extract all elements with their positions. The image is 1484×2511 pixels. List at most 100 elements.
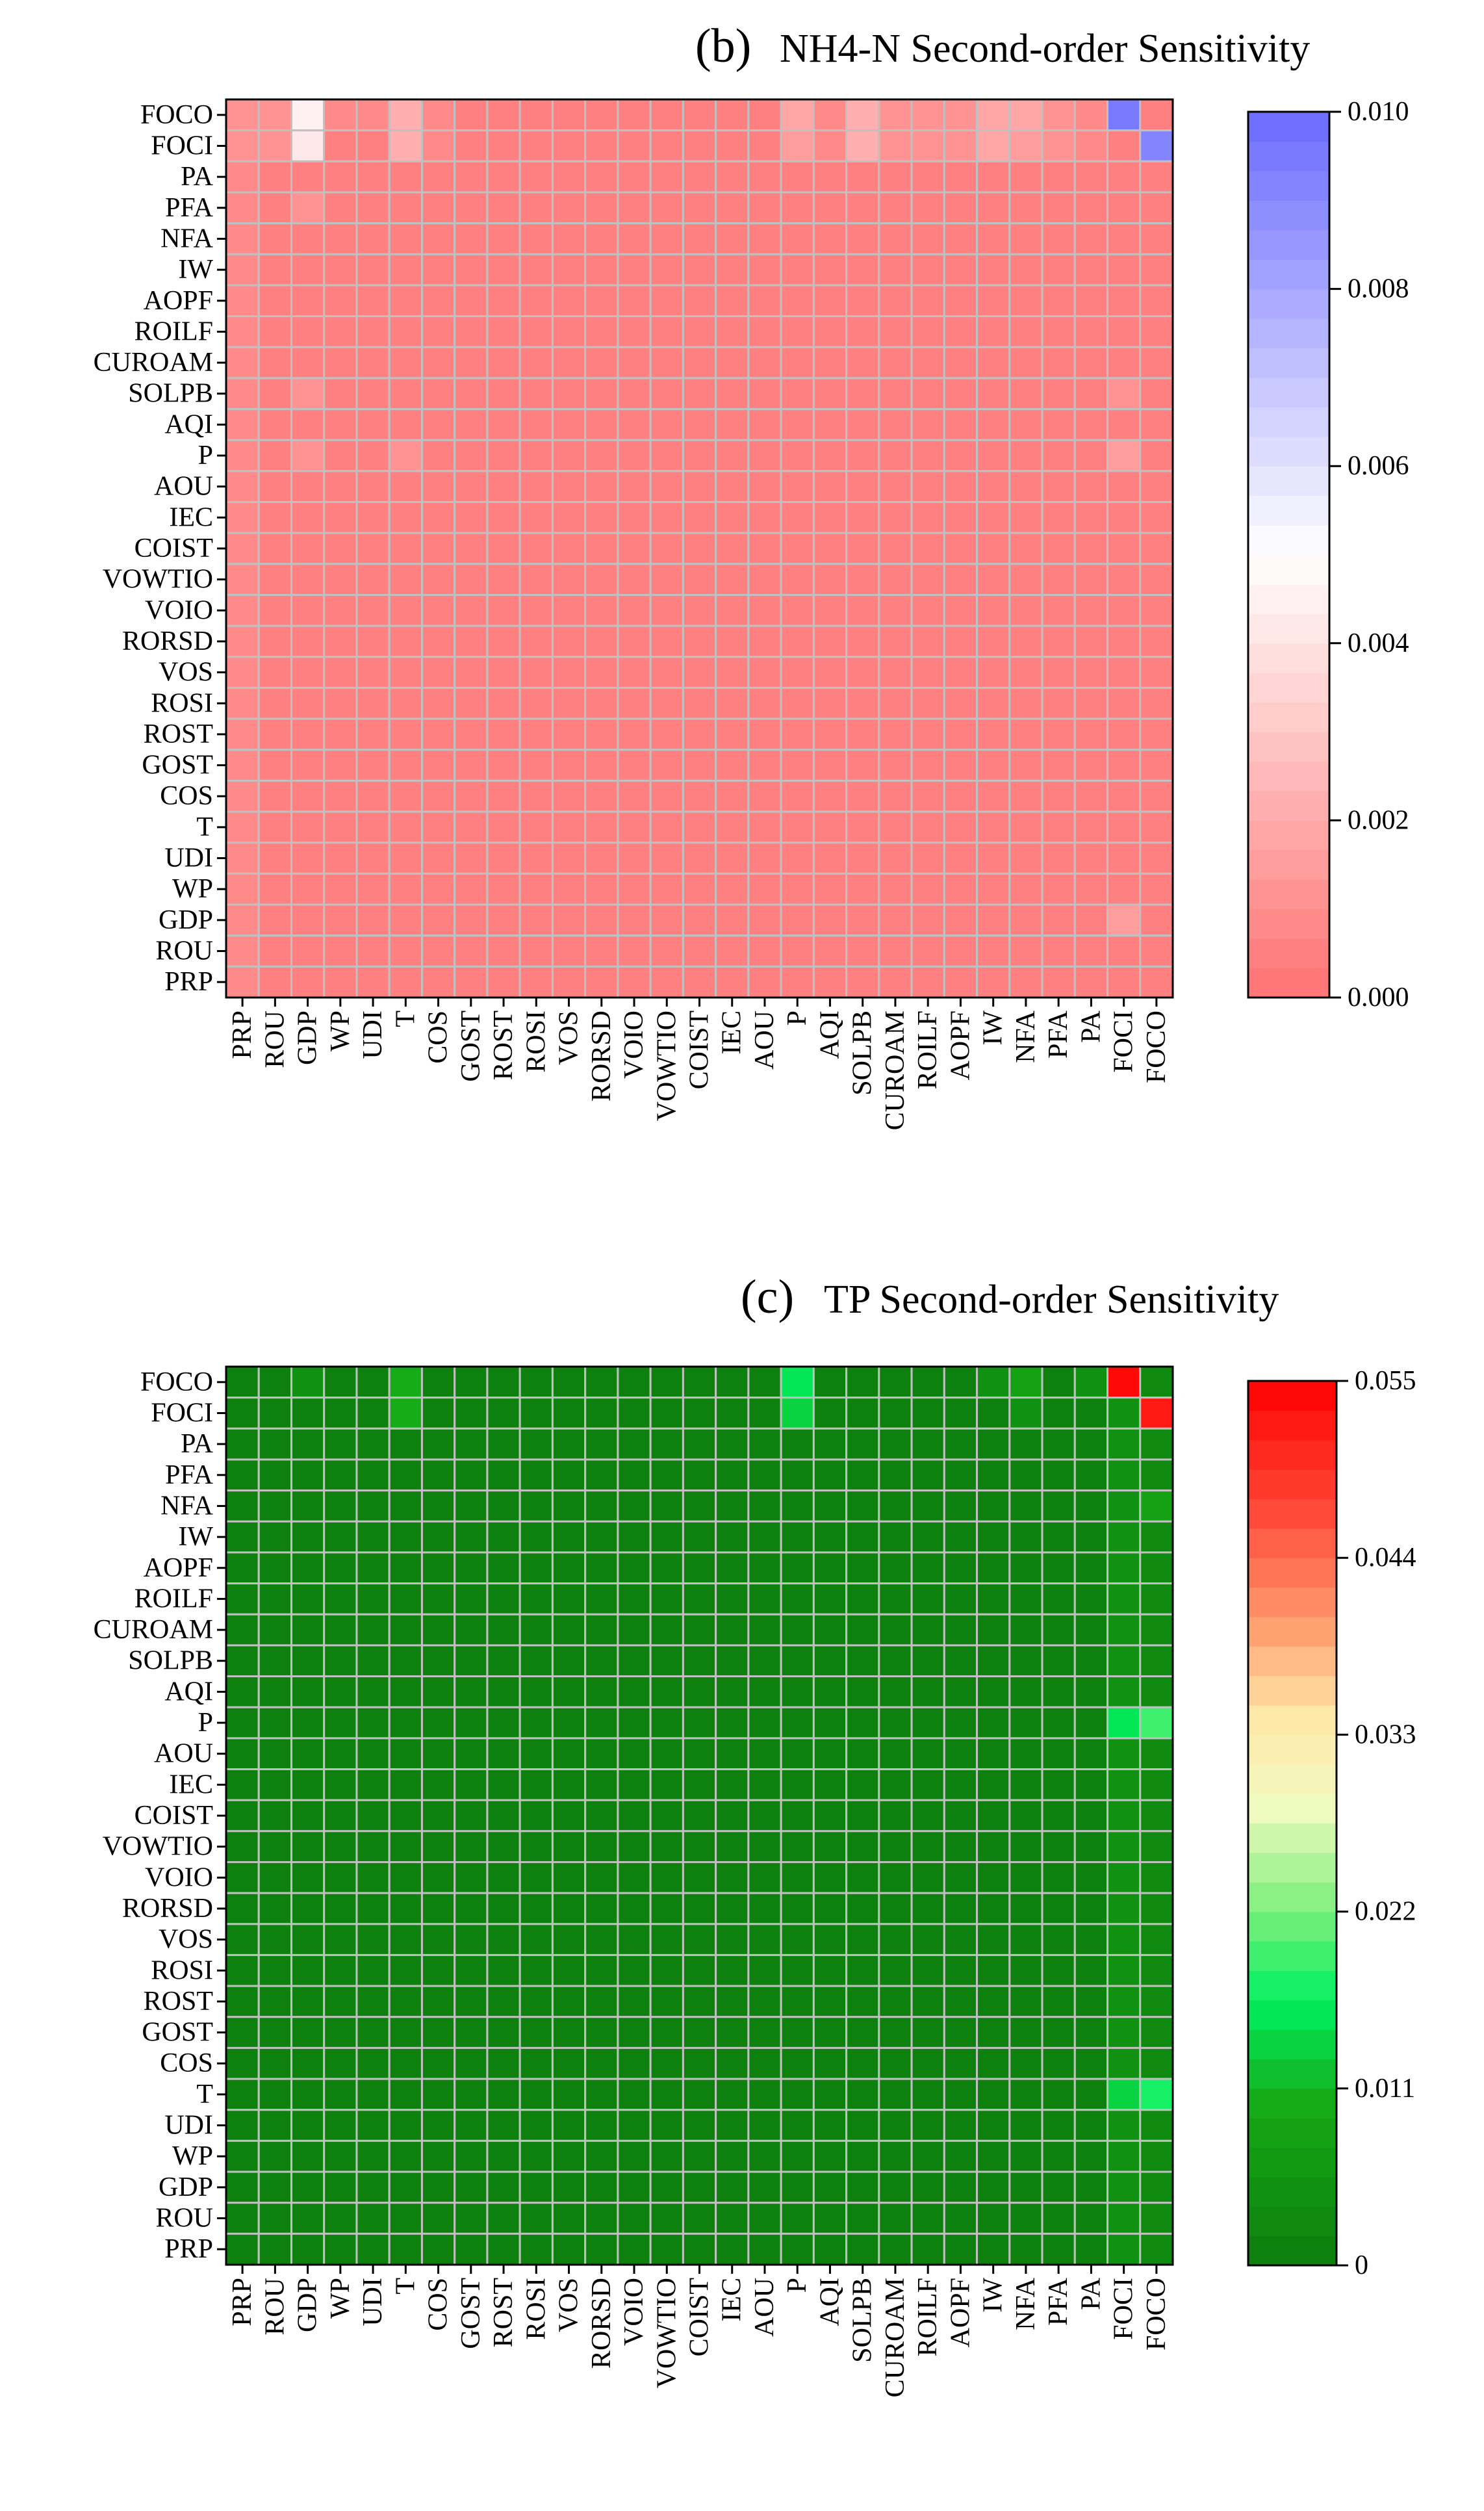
- heatmap-cell: [976, 625, 1011, 658]
- heatmap-cell: [747, 1644, 782, 1678]
- heatmap-cell: [649, 532, 684, 565]
- heatmap-cell: [290, 315, 326, 348]
- heatmap-cell: [943, 284, 979, 318]
- heatmap-cell: [1041, 1397, 1076, 1430]
- colorbar-band: [1248, 732, 1329, 762]
- heatmap-cell: [420, 253, 456, 287]
- y-tick-label: IW: [178, 255, 213, 285]
- heatmap-cell: [420, 2109, 456, 2142]
- heatmap-cell: [1073, 2232, 1109, 2266]
- heatmap-cell: [1073, 1768, 1109, 1801]
- x-tick-label: P: [782, 1011, 812, 1025]
- heatmap-cell: [747, 2078, 782, 2111]
- heatmap-cell: [943, 1582, 979, 1616]
- heatmap-cell: [518, 2078, 554, 2111]
- heatmap-cell: [1073, 222, 1109, 255]
- heatmap-cell: [617, 1365, 652, 1399]
- heatmap-cell: [617, 160, 652, 194]
- heatmap-cell: [780, 2202, 815, 2235]
- heatmap-cell: [976, 2232, 1011, 2266]
- heatmap-cell: [910, 810, 945, 844]
- heatmap-cell: [812, 1706, 848, 1740]
- heatmap-cell: [454, 191, 489, 225]
- heatmap-cell: [1107, 1892, 1142, 1925]
- y-tick-label: FOCO: [140, 1367, 213, 1397]
- y-tick-label: P: [198, 441, 213, 470]
- heatmap-cell: [747, 470, 782, 504]
- heatmap-cell: [388, 2016, 423, 2049]
- heatmap-cell: [1073, 1892, 1109, 1925]
- heatmap-cell: [878, 842, 913, 875]
- heatmap-cell: [420, 1737, 456, 1771]
- heatmap-cell: [1041, 2170, 1076, 2204]
- heatmap-cell: [388, 160, 423, 194]
- heatmap-cell: [715, 779, 750, 813]
- heatmap-cell: [420, 1644, 456, 1678]
- heatmap-cell: [943, 1675, 979, 1708]
- heatmap-cell: [812, 1799, 848, 1833]
- heatmap-cell: [812, 1768, 848, 1801]
- heatmap-cell: [420, 501, 456, 534]
- heatmap-cell: [1107, 439, 1142, 472]
- heatmap-cell: [551, 717, 587, 751]
- heatmap-cell: [1107, 810, 1142, 844]
- heatmap-cell: [1107, 1737, 1142, 1771]
- colorbar-tick-label: 0.000: [1348, 983, 1409, 1012]
- heatmap-cell: [617, 1799, 652, 1833]
- heatmap-cell: [518, 965, 554, 999]
- heatmap-cell: [617, 1830, 652, 1863]
- heatmap-cell: [355, 1427, 390, 1461]
- heatmap-cell: [780, 625, 815, 658]
- heatmap-cell: [420, 1613, 456, 1647]
- x-tick-label: UDI: [358, 2278, 388, 2326]
- heatmap-cell: [290, 1551, 326, 1585]
- heatmap-cell: [454, 2046, 489, 2080]
- heatmap-cell: [780, 1458, 815, 1492]
- x-tick-label: AOU: [750, 2278, 780, 2337]
- heatmap-cell: [747, 2202, 782, 2235]
- heatmap-cell: [290, 1644, 326, 1678]
- heatmap-cell: [1008, 377, 1043, 411]
- heatmap-cell: [1041, 842, 1076, 875]
- heatmap-cell: [518, 625, 554, 658]
- heatmap-cell: [486, 160, 521, 194]
- heatmap-cell: [1107, 1489, 1142, 1523]
- heatmap-cell: [486, 253, 521, 287]
- heatmap-cell: [812, 903, 848, 937]
- heatmap-cell: [812, 2016, 848, 2049]
- colorbar-band: [1248, 613, 1329, 644]
- heatmap-cell: [388, 2170, 423, 2204]
- colorbar-band: [1248, 1410, 1337, 1441]
- heatmap-cell: [454, 779, 489, 813]
- heatmap-cell: [486, 686, 521, 720]
- heatmap-cell: [257, 1427, 292, 1461]
- heatmap-cell: [1041, 934, 1076, 968]
- heatmap-cell: [1073, 903, 1109, 937]
- heatmap-cell: [518, 749, 554, 782]
- colorbar-band: [1248, 2176, 1337, 2207]
- colorbar-tick-label: 0.008: [1348, 274, 1409, 304]
- heatmap-cell: [584, 98, 619, 132]
- heatmap-cell: [747, 2016, 782, 2049]
- heatmap-cell: [910, 1892, 945, 1925]
- y-tick-label: FOCI: [151, 1398, 213, 1428]
- heatmap-cell: [1041, 439, 1076, 472]
- heatmap-cell: [1139, 2202, 1174, 2235]
- heatmap-cell: [454, 1675, 489, 1708]
- heatmap-cell: [551, 842, 587, 875]
- heatmap-cell: [747, 1675, 782, 1708]
- heatmap-cell: [1107, 1644, 1142, 1678]
- heatmap-cell: [878, 1613, 913, 1647]
- heatmap-cell: [878, 1985, 913, 2018]
- heatmap-cell: [812, 1397, 848, 1430]
- heatmap-cell: [747, 717, 782, 751]
- heatmap-cell: [454, 1892, 489, 1925]
- heatmap-cell: [617, 346, 652, 380]
- heatmap-cell: [715, 1551, 750, 1585]
- heatmap-cell: [551, 346, 587, 380]
- heatmap-cell: [1073, 749, 1109, 782]
- heatmap-cell: [388, 1830, 423, 1863]
- x-tick-label: WP: [326, 2278, 355, 2319]
- heatmap-cell: [1041, 1644, 1076, 1678]
